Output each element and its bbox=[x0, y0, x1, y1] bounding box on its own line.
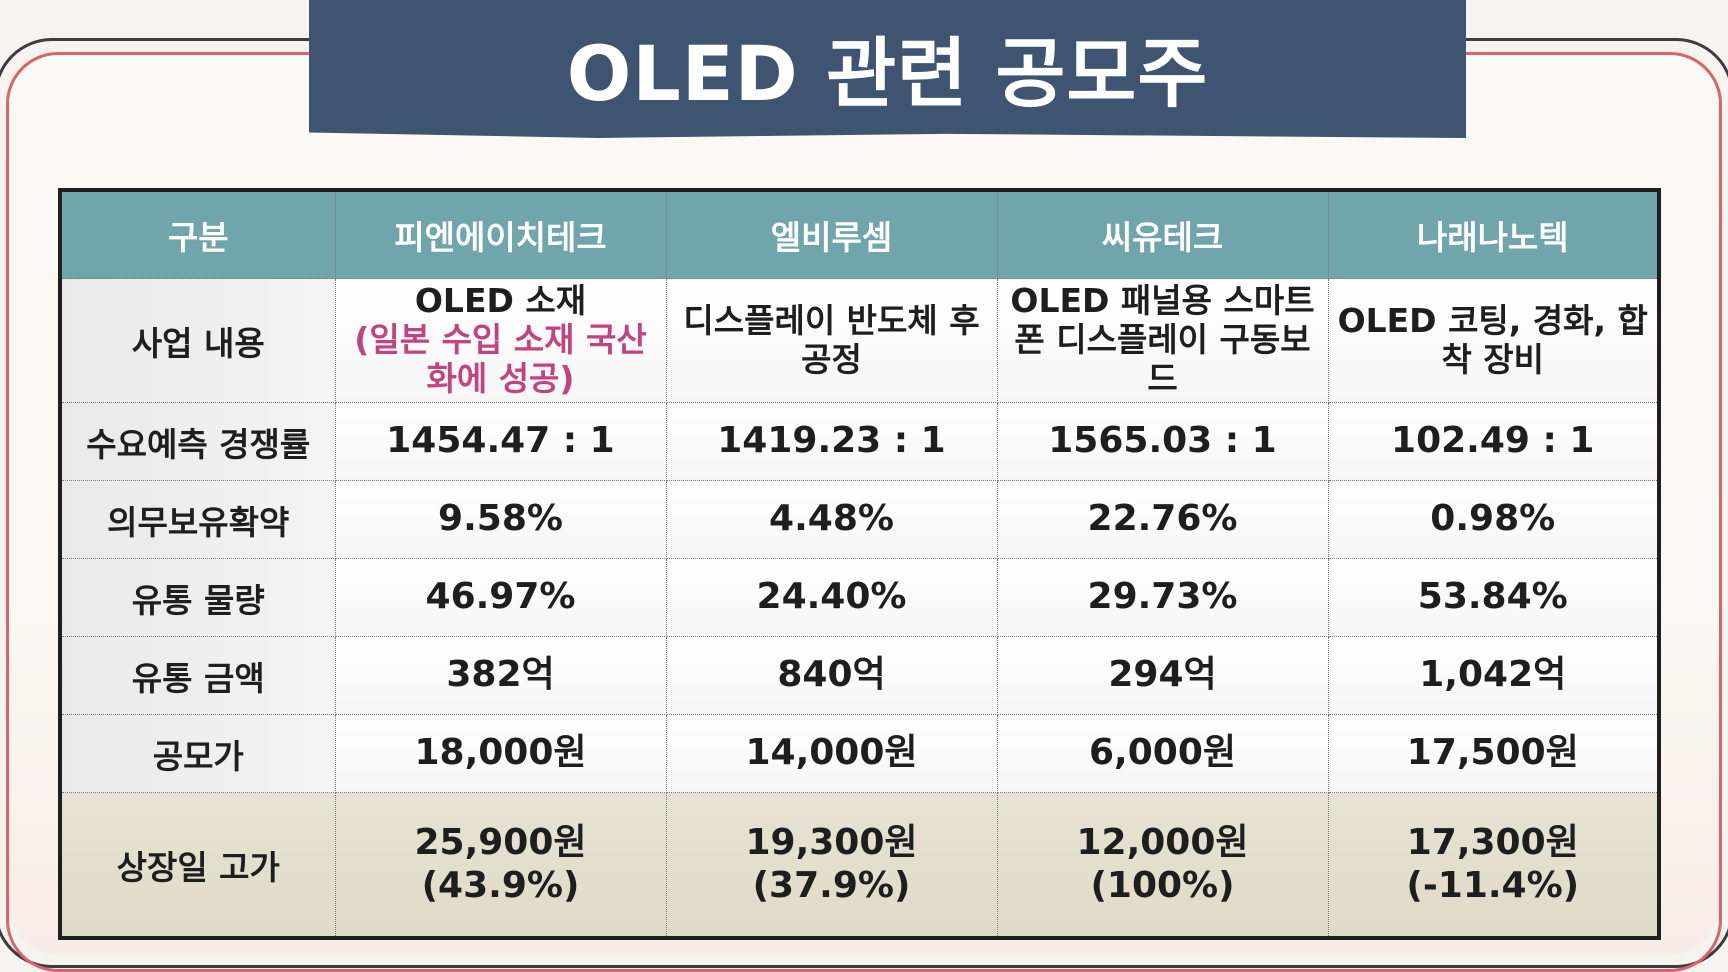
table-row: 유통 금액 382억 840억 294억 1,042억 bbox=[59, 636, 1660, 715]
table-cell: 22.76% bbox=[996, 480, 1329, 559]
table-cell: 382억 bbox=[334, 636, 667, 715]
table-cell: 29.73% bbox=[996, 558, 1329, 637]
page-title: OLED 관련 공모주 bbox=[566, 29, 1209, 118]
table-header-row: 구분 피엔에이치테크 엘비루셈 씨유테크 나래나노텍 bbox=[59, 189, 1660, 279]
table-cell: OLED 패널용 스마트폰 디스플레이 구동보드 bbox=[996, 278, 1329, 403]
row-label: 공모가 bbox=[59, 714, 336, 793]
table-row: 의무보유확약 9.58% 4.48% 22.76% 0.98% bbox=[59, 480, 1660, 559]
table-row-listing-high: 상장일 고가 25,900원 (43.9%) 19,300원 (37.9%) 1… bbox=[59, 792, 1660, 939]
header-company: 씨유테크 bbox=[996, 189, 1329, 279]
row-label: 상장일 고가 bbox=[59, 792, 336, 939]
table-cell: 294억 bbox=[996, 636, 1329, 715]
table-cell: 9.58% bbox=[334, 480, 667, 559]
cell-percent: (43.9%) bbox=[421, 864, 580, 906]
table-cell: 19,300원 (37.9%) bbox=[665, 792, 998, 939]
title-banner: OLED 관련 공모주 bbox=[309, 0, 1466, 138]
table-cell: 53.84% bbox=[1327, 558, 1660, 637]
table-row: 수요예측 경쟁률 1454.47 : 1 1419.23 : 1 1565.03… bbox=[59, 402, 1660, 481]
table-cell: 46.97% bbox=[334, 558, 667, 637]
cell-percent: (37.9%) bbox=[752, 864, 911, 906]
row-label: 유통 금액 bbox=[59, 636, 336, 715]
table-cell: 14,000원 bbox=[665, 714, 998, 793]
table-cell: 102.49 : 1 bbox=[1327, 402, 1660, 481]
header-label: 구분 bbox=[59, 189, 336, 279]
cell-percent: (100%) bbox=[1090, 864, 1235, 906]
table-cell: 1454.47 : 1 bbox=[334, 402, 667, 481]
cell-price: 12,000원 bbox=[1076, 822, 1249, 864]
table-cell: 12,000원 (100%) bbox=[996, 792, 1329, 939]
row-label: 수요예측 경쟁률 bbox=[59, 402, 336, 481]
cell-price: 25,900원 bbox=[414, 822, 587, 864]
table-cell: 0.98% bbox=[1327, 480, 1660, 559]
cell-text: OLED 소재 bbox=[414, 281, 587, 321]
table-cell: 6,000원 bbox=[996, 714, 1329, 793]
header-company: 나래나노텍 bbox=[1327, 189, 1660, 279]
table-cell: OLED 소재 (일본 수입 소재 국산화에 성공) bbox=[334, 278, 667, 403]
table-cell: 1,042억 bbox=[1327, 636, 1660, 715]
table-cell: 25,900원 (43.9%) bbox=[334, 792, 667, 939]
cell-price: 19,300원 bbox=[745, 822, 918, 864]
header-company: 피엔에이치테크 bbox=[334, 189, 667, 279]
table-cell: 18,000원 bbox=[334, 714, 667, 793]
table-cell: 1419.23 : 1 bbox=[665, 402, 998, 481]
table-cell: OLED 코팅, 경화, 합착 장비 bbox=[1327, 278, 1660, 403]
table-cell: 17,500원 bbox=[1327, 714, 1660, 793]
row-label: 사업 내용 bbox=[59, 278, 336, 403]
table-cell: 디스플레이 반도체 후공정 bbox=[665, 278, 998, 403]
table-cell: 4.48% bbox=[665, 480, 998, 559]
table-row: 유통 물량 46.97% 24.40% 29.73% 53.84% bbox=[59, 558, 1660, 637]
row-label: 유통 물량 bbox=[59, 558, 336, 637]
table-cell: 24.40% bbox=[665, 558, 998, 637]
table-cell: 17,300원 (-11.4%) bbox=[1327, 792, 1660, 939]
table-row: 공모가 18,000원 14,000원 6,000원 17,500원 bbox=[59, 714, 1660, 793]
cell-price: 17,300원 bbox=[1406, 822, 1579, 864]
cell-note: (일본 수입 소재 국산화에 성공) bbox=[354, 320, 647, 398]
table-row-business: 사업 내용 OLED 소재 (일본 수입 소재 국산화에 성공) 디스플레이 반… bbox=[59, 278, 1660, 403]
ipo-comparison-table: 구분 피엔에이치테크 엘비루셈 씨유테크 나래나노텍 사업 내용 OLED 소재… bbox=[58, 188, 1661, 940]
header-company: 엘비루셈 bbox=[665, 189, 998, 279]
table-cell: 1565.03 : 1 bbox=[996, 402, 1329, 481]
row-label: 의무보유확약 bbox=[59, 480, 336, 559]
cell-percent: (-11.4%) bbox=[1406, 864, 1580, 906]
table-cell: 840억 bbox=[665, 636, 998, 715]
